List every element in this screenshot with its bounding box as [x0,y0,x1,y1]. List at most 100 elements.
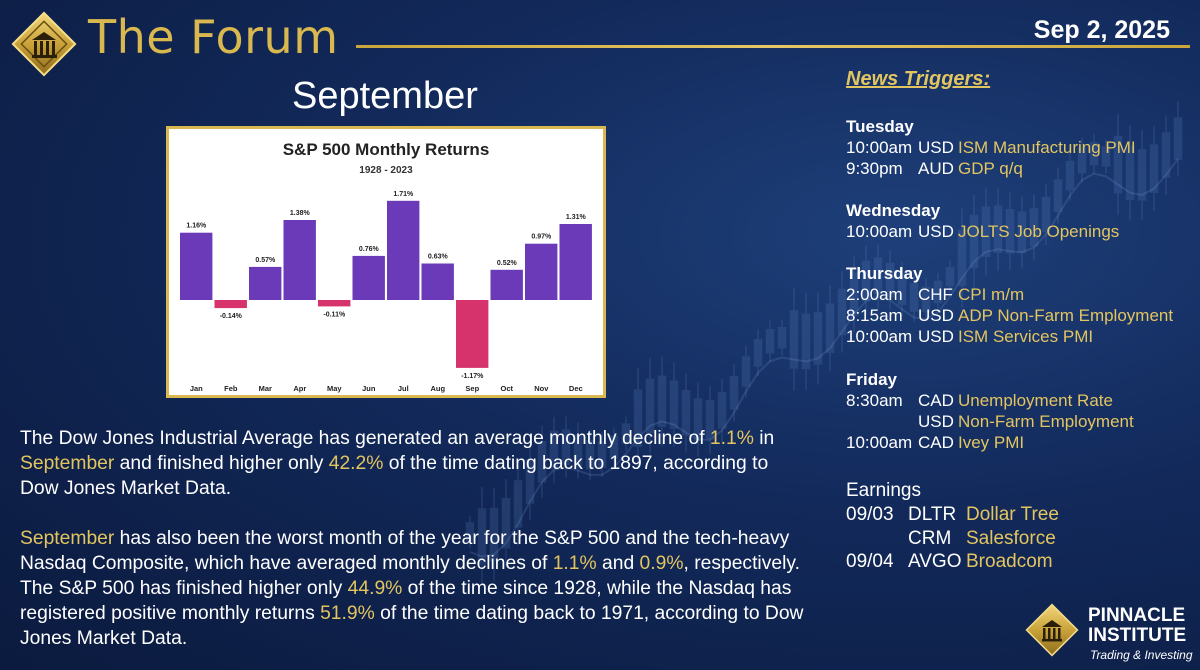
background-candle-body [1017,211,1027,253]
news-day-block: Friday 8:30am CAD Unemployment Rate USD Non-F… [846,369,1134,453]
paragraph-text: and [596,553,640,574]
news-event-currency: USD [918,412,954,431]
earnings-date: 09/04 [846,551,894,572]
brand-footer-name: PINNACLE INSTITUTE [1088,606,1186,646]
article-paragraph-1: The Dow Jones Industrial Average has gen… [20,426,810,501]
news-event-time: 8:30am [846,391,903,410]
highlighted-text: September [20,528,115,549]
background-candle-body [609,435,619,460]
bar-jan [180,232,213,300]
background-candle-body [717,392,727,429]
news-day-label: Friday [846,370,898,389]
background-candle-body [633,389,643,447]
earnings-row: 09/04 AVGO Broadcom [846,550,1059,574]
news-event-time: 10:00am [846,327,913,346]
news-event-name: Unemployment Rate [958,391,1113,410]
paragraph-text: of the time dating back to 1897, accordi… [20,453,769,499]
background-candle-body [561,429,571,465]
bar-value-label: 1.16% [186,223,207,230]
x-tick-label: Sep [465,384,479,393]
x-tick-label: Mar [259,384,272,393]
x-tick-label: Jul [398,384,409,393]
forum-logo-icon [11,11,77,77]
background-candle-body [501,497,511,549]
background-candle-body [981,206,991,257]
brand-footer-tagline: Trading & Investing [1090,648,1193,662]
background-candle-body [489,507,499,562]
background-candle-body [537,441,547,483]
date-label: Sep 2, 2025 [1033,16,1170,44]
bar-jul [387,200,420,300]
article-paragraph-2: September has also been the worst month … [20,526,810,651]
news-event-row: 10:00am USD ISM Manufacturing PMI [846,137,1136,158]
background-candle-body [909,283,919,312]
background-candle-body [969,214,979,269]
news-triggers-heading: News Triggers: [846,68,991,90]
background-candle-body [765,328,775,354]
background-candle-body [849,272,859,317]
news-event-name: ADP Non-Farm Employment [958,306,1174,325]
news-event-name: CPI m/m [958,285,1025,304]
news-day-block: Tuesday 10:00am USD ISM Manufacturing PMI 9:… [846,116,1136,179]
news-event-currency: USD [918,327,954,346]
chart-subtitle: 1928 - 2023 [359,165,413,176]
background-candle-body [897,273,907,305]
news-event-currency: USD [918,306,954,325]
bar-apr [283,220,316,300]
background-candle-body [957,229,967,287]
background-candle-body [729,376,739,410]
background-candle-body [465,522,475,542]
background-candle-body [1113,135,1123,194]
background-candle-body [1077,146,1087,174]
paragraph-text: of the time dating back to 1971, accordi… [20,603,804,649]
bar-dec [559,224,592,300]
bar-value-label: 0.57% [255,257,276,264]
bar-mar [249,266,282,300]
news-day-block: Thursday 2:00am CHF CPI m/m 8:15am USD ADP Non… [846,263,1173,347]
bar-jun [352,255,385,300]
news-event-currency: AUD [918,159,954,178]
x-tick-label: Jun [362,384,376,393]
x-tick-label: Nov [534,384,549,393]
bar-oct [490,269,523,300]
background-candle-body [645,378,655,434]
bar-may [318,300,351,307]
earnings-date: 09/03 [846,504,894,525]
paragraph-text: and finished higher only [114,453,329,474]
news-event-name: Non-Farm Employment [958,412,1134,431]
highlighted-text: 1.1% [709,428,754,449]
earnings-row: CRM Salesforce [846,527,1059,551]
paragraph-text: , respectively. The S&P 500 has finished… [20,553,800,599]
paragraph-text: The Dow Jones Industrial Average has gen… [20,428,710,449]
background-candle-body [573,434,583,467]
background-candle-body [621,423,631,444]
news-event-currency: CAD [918,391,954,410]
earnings-heading: Earnings [846,480,921,501]
background-candle-body [801,313,811,370]
news-day-label: Wednesday [846,201,941,220]
background-candle-body [513,480,523,528]
month-title: September [292,75,478,117]
background-candle-body [1125,145,1135,200]
highlighted-text: 51.9% [320,603,375,624]
background-candle-body [1149,144,1159,193]
pinnacle-logo-icon [1025,603,1079,657]
x-tick-label: Aug [431,384,446,393]
earnings-company: Dollar Tree [966,504,1059,525]
background-candle-body [705,400,715,440]
background-candle-body [1101,146,1111,167]
earnings-row: 09/03 DLTR Dollar Tree [846,503,1059,527]
earnings-list: 09/03 DLTR Dollar Tree CRM Salesforce 09/04 AV… [846,503,1059,574]
news-event-name: JOLTS Job Openings [958,222,1120,241]
news-event-row: 2:00am CHF CPI m/m [846,284,1173,305]
background-candle-body [1029,208,1039,247]
background-candle-body [741,356,751,387]
chart-card: S&P 500 Monthly Returns 1928 - 2023 1.16… [166,126,606,398]
background-candle-body [549,430,559,470]
news-event-time: 9:30pm [846,159,903,178]
bar-value-label: 0.76% [359,246,380,253]
news-event-currency: USD [918,222,954,241]
x-tick-label: Feb [224,384,238,393]
background-candle-body [825,303,835,353]
